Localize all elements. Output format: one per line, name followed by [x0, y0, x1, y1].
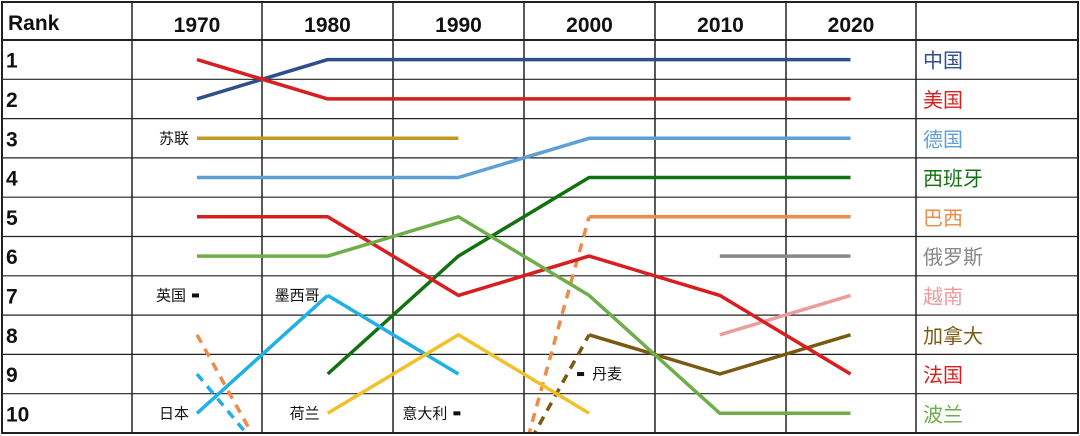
series-日本-line — [195, 294, 329, 415]
corner-label: Rank — [8, 12, 60, 35]
rank-label: 2 — [6, 89, 18, 112]
series-意大利-label: 意大利 — [402, 404, 447, 422]
series-日本-label: 日本 — [159, 404, 189, 422]
legend-entry: 美国 — [923, 88, 963, 112]
legend-entry: 波兰 — [923, 402, 963, 426]
rank-column: 1 2 3 4 5 6 7 8 9 10 — [6, 50, 29, 427]
legend-entry: 越南 — [923, 284, 963, 308]
rank-label: 1 — [6, 50, 18, 73]
series-墨西哥-line — [326, 293, 460, 376]
year-header-row: Rank 1970 1980 1990 2000 2010 2020 — [8, 12, 874, 37]
series-丹麦-marker — [577, 372, 585, 377]
series-意大利-marker — [453, 411, 461, 416]
series-丹麦-label: 丹麦 — [592, 365, 622, 383]
series-西班牙-line — [326, 175, 851, 376]
year-label: 2000 — [566, 14, 613, 37]
rank-label: 5 — [6, 207, 18, 230]
legend-entry: 巴西 — [923, 206, 963, 230]
series-德国-line — [197, 136, 851, 180]
series-英国-label: 英国 — [156, 286, 186, 304]
legend-entry: 法国 — [923, 363, 963, 387]
series-法国-line — [197, 215, 852, 376]
rank-label: 8 — [6, 325, 18, 348]
legend-entry: 加拿大 — [923, 324, 983, 348]
year-label: 2020 — [828, 14, 875, 37]
rank-label: 9 — [6, 364, 18, 387]
series-墨西哥-label: 墨西哥 — [275, 286, 320, 304]
year-label: 1990 — [435, 14, 482, 37]
series-波兰-line — [197, 215, 851, 416]
year-label: 1980 — [304, 14, 351, 37]
rank-label: 7 — [6, 285, 18, 308]
legend-entry: 西班牙 — [923, 167, 983, 191]
rank-label: 10 — [6, 403, 29, 426]
series-苏联-label: 苏联 — [159, 129, 189, 147]
rank-label: 6 — [6, 246, 18, 269]
series-越南-line — [719, 293, 852, 337]
legend-entry: 俄罗斯 — [923, 245, 983, 269]
series-日本-dashed-segment — [195, 372, 248, 432]
series-美国-line — [196, 57, 851, 101]
year-label: 1970 — [174, 14, 221, 37]
series-荷兰-line — [326, 333, 591, 415]
year-label: 2010 — [697, 14, 744, 37]
series-中国-line — [196, 57, 851, 101]
series-英国-marker — [192, 293, 199, 298]
rank-label: 4 — [6, 168, 18, 191]
series-lines — [192, 57, 852, 432]
legend-entry: 德国 — [923, 127, 963, 151]
rank-label: 3 — [6, 128, 18, 151]
series-巴西-dashed-segment — [527, 216, 591, 432]
series-荷兰-label: 荷兰 — [290, 404, 320, 422]
series-英国-dashed-segment — [195, 333, 253, 432]
legend-entry: 中国 — [923, 49, 963, 73]
